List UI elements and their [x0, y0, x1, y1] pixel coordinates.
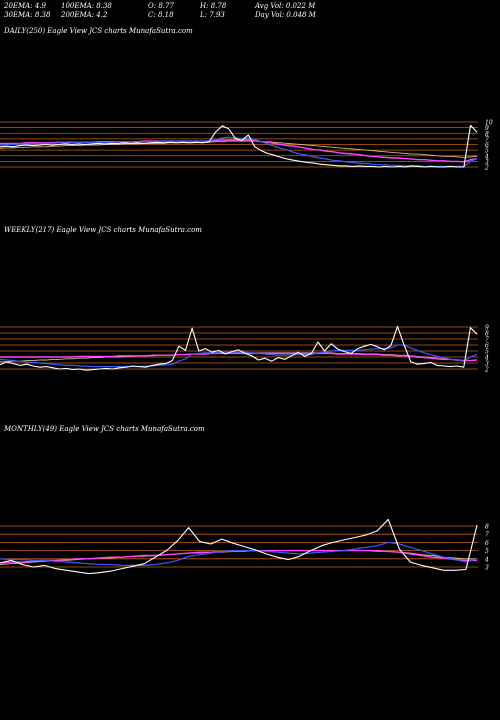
- weekly-panel-title: WEEKLY(217) Eagle View JCS charts Munafa…: [4, 226, 202, 234]
- daily-ema-short-line: [0, 136, 478, 167]
- monthly-ema-short-line: [0, 541, 478, 567]
- weekly-tick-label: 5: [485, 349, 489, 356]
- close-value: C: 8.18: [148, 11, 174, 19]
- monthly-tick-label: 3: [485, 565, 489, 572]
- weekly-tick-label: 6: [485, 343, 489, 350]
- daily-tick-label: 2: [484, 165, 489, 172]
- weekly-price-line: [0, 325, 478, 371]
- weekly-tick-label: 4: [484, 355, 489, 362]
- monthly-panel-title: MONTHLY(49) Eagle View JCS charts Munafa…: [4, 425, 205, 433]
- weekly-ema-mid-line: [0, 352, 478, 362]
- weekly-tick-label: 9: [485, 325, 489, 332]
- daily-tick-label: 4: [484, 153, 489, 160]
- daily-tick-label: 9: [485, 125, 489, 132]
- weekly-tick-label: 2: [484, 367, 489, 374]
- weekly-tick-label: 3: [485, 361, 489, 368]
- monthly-tick-label: 6: [485, 540, 489, 547]
- open-value: O: 8.77: [148, 2, 174, 10]
- weekly-ema-short-line: [0, 344, 478, 368]
- daily-tick-label: 6: [485, 142, 489, 149]
- ema20-value: 20EMA: 4.9: [4, 2, 46, 10]
- day-vol-value: Day Vol: 0.048 M: [255, 11, 316, 19]
- daily-tick-label: 8: [485, 131, 489, 138]
- monthly-tick-label: 5: [485, 548, 489, 555]
- monthly-tick-label: 4: [484, 556, 489, 563]
- daily-tick-label: 10: [485, 120, 493, 127]
- ema30-value: 30EMA: 8.38: [4, 11, 51, 19]
- weekly-tick-label: 8: [485, 331, 489, 338]
- avg-vol-value: Avg Vol: 0.022 M: [255, 2, 316, 10]
- daily-tick-label: 3: [485, 159, 489, 166]
- monthly-tick-label: 7: [485, 532, 489, 539]
- monthly-tick-label: 8: [485, 524, 489, 531]
- daily-tick-label: 5: [485, 148, 489, 155]
- daily-panel-title: DAILY(250) Eagle View JCS charts MunafaS…: [4, 27, 193, 35]
- daily-ema-long-line: [0, 140, 478, 158]
- monthly-price-line: [0, 518, 478, 575]
- ema200-value: 200EMA: 4.2: [61, 11, 108, 19]
- daily-tick-label: 7: [485, 136, 489, 143]
- high-value: H: 8.78: [200, 2, 227, 10]
- weekly-tick-label: 7: [485, 337, 489, 344]
- daily-price-line: [0, 124, 478, 168]
- ema100-value: 100EMA: 8.38: [61, 2, 112, 10]
- low-value: L: 7.93: [200, 11, 225, 19]
